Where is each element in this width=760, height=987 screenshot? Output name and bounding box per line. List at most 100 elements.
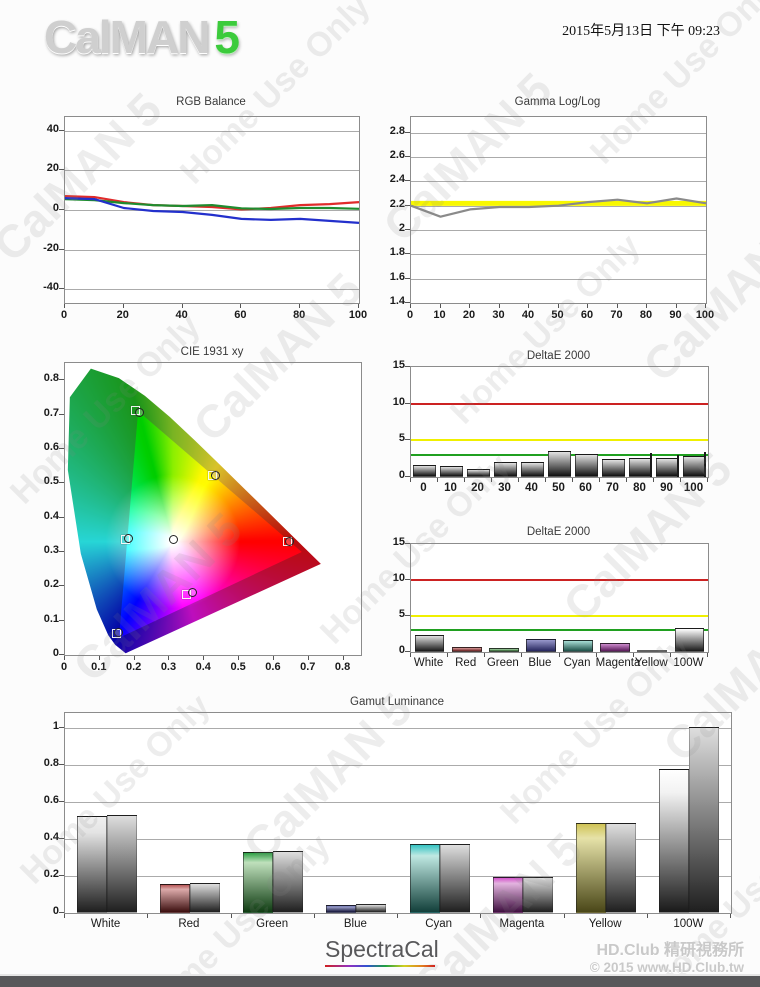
x-tick-mark bbox=[632, 653, 634, 657]
y-tick-mark bbox=[405, 204, 410, 206]
hdclub-watermark: HD.Club 精研視務所 © 2015 www.HD.Club.tw bbox=[590, 936, 744, 975]
y-tick-label: 0.3 bbox=[43, 543, 59, 556]
x-tick-mark bbox=[410, 304, 411, 308]
x-category-label: 0 bbox=[420, 482, 427, 494]
x-tick-mark bbox=[480, 914, 482, 918]
x-category-label: Magenta bbox=[595, 657, 641, 669]
gridline bbox=[65, 210, 359, 211]
x-tick-mark bbox=[307, 656, 309, 660]
gridline bbox=[65, 170, 359, 172]
chart-cie-1931: CIE 1931 xy 0 0.1 0.2 0.3 0.4 0.5 0.6 0.7 0.8 0 0.… bbox=[40, 346, 370, 678]
x-tick-mark bbox=[64, 656, 65, 660]
gridline bbox=[411, 132, 706, 134]
x-tick-label: 0.3 bbox=[160, 661, 177, 673]
y-tick-label: -40 bbox=[43, 281, 59, 294]
y-tick-mark bbox=[405, 651, 410, 652]
y-tick-mark bbox=[405, 277, 410, 279]
bar-100 bbox=[683, 455, 706, 477]
x-tick-label: 40 bbox=[521, 309, 535, 321]
x-tick-mark bbox=[358, 304, 359, 308]
y-tick-mark bbox=[405, 229, 410, 231]
bar-Magenta-target bbox=[522, 876, 553, 913]
y-tick-mark bbox=[59, 654, 64, 655]
plot-area bbox=[410, 366, 709, 478]
x-tick-mark bbox=[437, 478, 438, 482]
bar-Cyan-measured bbox=[409, 844, 440, 913]
x-tick-mark bbox=[675, 304, 677, 308]
ref-line bbox=[411, 402, 708, 405]
x-tick-mark bbox=[587, 304, 588, 308]
x-tick-label: 0.4 bbox=[195, 661, 211, 673]
bar-Red-target bbox=[189, 883, 220, 913]
y-tick-label: 2.6 bbox=[389, 149, 405, 162]
bar-Cyan bbox=[563, 640, 593, 652]
bar-80 bbox=[629, 457, 652, 477]
x-category-label: 90 bbox=[660, 482, 673, 494]
gridline bbox=[411, 254, 706, 256]
x-tick-mark bbox=[98, 656, 100, 660]
max-mark bbox=[649, 452, 652, 477]
x-tick-mark bbox=[439, 304, 441, 308]
ref-line bbox=[411, 579, 708, 581]
x-category-label: Blue bbox=[528, 657, 552, 669]
y-tick-label: 2.2 bbox=[389, 197, 405, 210]
report-datetime: 2015年5月13日 下午 09:23 bbox=[562, 24, 720, 39]
y-tick-mark bbox=[59, 482, 64, 484]
x-tick-label: 0.8 bbox=[334, 661, 351, 673]
line-series-svg bbox=[410, 197, 707, 218]
gridline bbox=[65, 289, 359, 291]
spectracal-logo: SpectraCal bbox=[325, 936, 439, 967]
y-tick-label: 2 bbox=[398, 222, 405, 235]
y-tick-label: 0 bbox=[398, 469, 405, 481]
x-tick-label: 0.7 bbox=[300, 661, 316, 673]
y-tick-label: 15 bbox=[392, 359, 405, 371]
bar-White bbox=[414, 634, 445, 652]
y-tick-mark bbox=[59, 585, 64, 587]
y-tick-mark bbox=[405, 439, 410, 441]
x-tick-mark bbox=[240, 304, 242, 308]
bar-60 bbox=[575, 453, 598, 477]
measured-circle-green bbox=[134, 408, 144, 418]
series-green bbox=[64, 198, 360, 211]
x-tick-label: 100 bbox=[695, 309, 715, 321]
y-tick-label: 0 bbox=[52, 905, 59, 917]
bar-White-target bbox=[106, 815, 137, 913]
y-tick-label: 15 bbox=[392, 536, 405, 548]
bar-Green-target bbox=[273, 850, 304, 913]
bar-10 bbox=[440, 466, 463, 477]
y-tick-label: 0.5 bbox=[43, 475, 59, 488]
x-tick-mark bbox=[669, 653, 671, 657]
x-tick-label: 80 bbox=[639, 309, 653, 321]
chart-title: Gamma Log/Log bbox=[514, 96, 601, 108]
chart-title: CIE 1931 xy bbox=[180, 346, 244, 358]
bar-70 bbox=[602, 459, 625, 477]
measured-circle-magenta bbox=[187, 587, 197, 597]
x-tick-mark bbox=[464, 478, 465, 482]
y-tick-label: 0.4 bbox=[43, 830, 59, 843]
x-tick-mark bbox=[64, 914, 65, 918]
max-mark bbox=[676, 455, 679, 477]
x-tick-mark bbox=[299, 304, 301, 308]
x-tick-label: 70 bbox=[610, 309, 623, 321]
x-tick-mark bbox=[545, 478, 546, 482]
x-category-label: Cyan bbox=[563, 657, 591, 669]
y-tick-mark bbox=[59, 209, 64, 210]
gridline bbox=[65, 875, 731, 877]
y-tick-mark bbox=[405, 131, 410, 133]
x-tick-label: 0 bbox=[60, 661, 68, 673]
bar-100W bbox=[674, 628, 705, 652]
y-tick-label: 0 bbox=[52, 647, 59, 659]
bar-Yellow-target bbox=[606, 822, 637, 913]
calman-logo: CalMAN 5 bbox=[44, 10, 240, 64]
gridline bbox=[411, 157, 706, 159]
hdclub-line2: © 2015 www.HD.Club.tw bbox=[589, 960, 744, 975]
x-tick-mark bbox=[730, 914, 731, 918]
x-tick-mark bbox=[272, 656, 274, 660]
x-category-label: 60 bbox=[579, 482, 592, 494]
y-tick-mark bbox=[59, 726, 64, 728]
y-tick-mark bbox=[405, 615, 410, 616]
x-tick-mark bbox=[447, 653, 449, 657]
y-tick-label: 0 bbox=[398, 644, 405, 656]
x-tick-label: 10 bbox=[433, 309, 446, 321]
ref-line bbox=[411, 439, 708, 442]
